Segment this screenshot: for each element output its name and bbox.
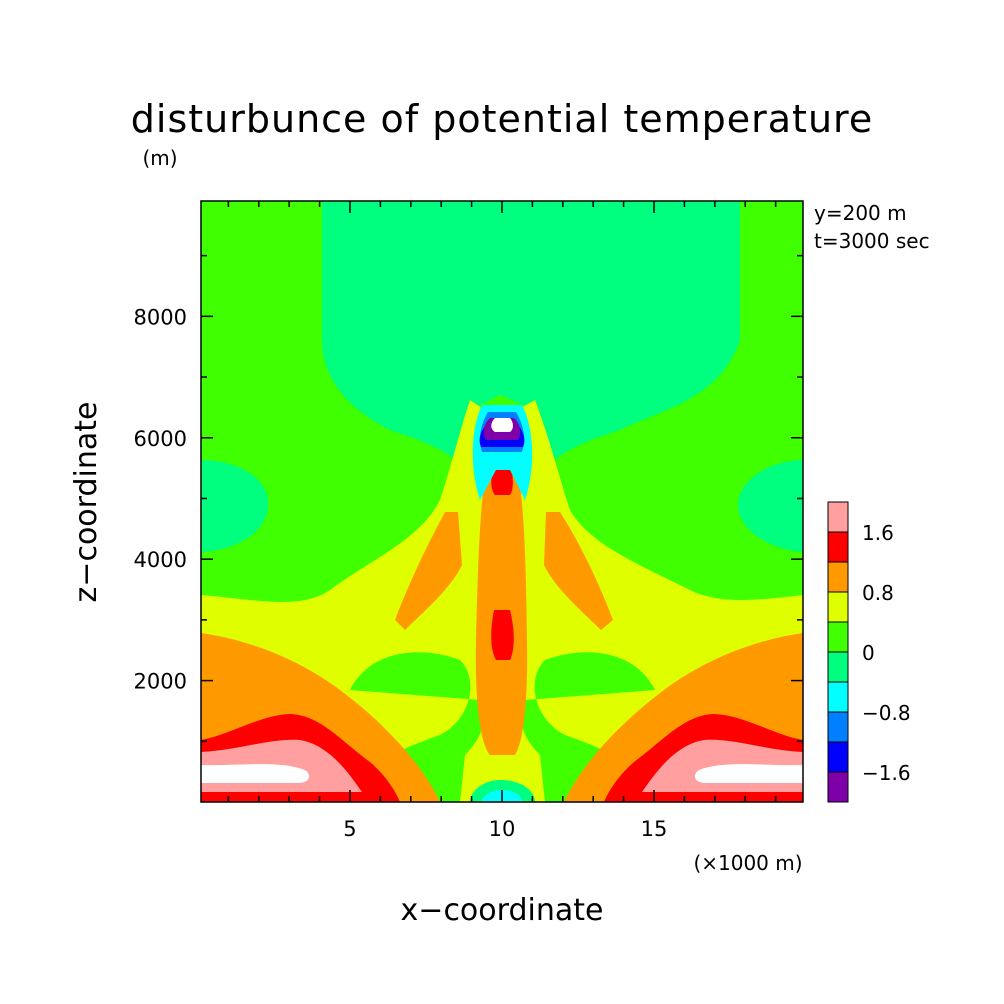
contour-surface-max-right	[694, 764, 803, 783]
contour-red-core-lower	[491, 610, 514, 660]
chart-title: disturbunce of potential temperature	[131, 97, 873, 141]
annotation-y: y=200 m	[814, 201, 907, 225]
colorbar-swatch	[827, 741, 849, 773]
x-tick-label: 15	[641, 817, 668, 841]
colorbar-swatch	[827, 591, 849, 623]
contour-cap-white	[491, 418, 513, 432]
plot-area	[200, 200, 804, 803]
y-tick-label: 6000	[134, 427, 187, 451]
contour-right-cell	[738, 460, 803, 552]
y-tick-label: 2000	[134, 670, 187, 694]
contour-orange-column	[475, 455, 528, 755]
y-axis-title: z−coordinate	[69, 402, 104, 603]
x-axis-title: x−coordinate	[401, 893, 604, 928]
colorbar-tick-label: −1.6	[862, 761, 911, 785]
contour-surface-max-left	[201, 764, 310, 783]
y-tick-label: 8000	[134, 305, 187, 329]
y-tick-label: 4000	[134, 548, 187, 572]
contour-orange-arm-left	[395, 512, 462, 630]
colorbar	[827, 501, 849, 803]
colorbar-swatch	[827, 711, 849, 743]
colorbar-tick-label: 0	[862, 641, 875, 665]
colorbar-tick-label: 1.6	[862, 521, 894, 545]
y-unit-label: (m)	[142, 146, 177, 170]
colorbar-swatch	[827, 621, 849, 653]
x-tick-label: 5	[343, 817, 356, 841]
colorbar-tick-label: −0.8	[862, 701, 911, 725]
x-unit-label: (×1000 m)	[693, 851, 802, 875]
x-tick-label: 10	[489, 817, 516, 841]
contour-left-cell	[201, 460, 269, 552]
colorbar-swatch	[827, 651, 849, 683]
contour-upper-plume	[322, 201, 740, 470]
colorbar-swatch	[827, 531, 849, 563]
colorbar-swatch	[827, 561, 849, 593]
colorbar-swatch	[827, 681, 849, 713]
contour-orange-arm-right	[544, 512, 613, 630]
annotation-t: t=3000 sec	[814, 229, 930, 253]
contour-fill	[201, 201, 803, 802]
colorbar-labels: −1.6 −0.8 0 0.8 1.6	[862, 521, 911, 785]
colorbar-tick-label: 0.8	[862, 581, 894, 605]
colorbar-swatch	[827, 771, 849, 803]
colorbar-swatch	[827, 501, 849, 533]
tick-marks	[201, 201, 803, 802]
tick-labels: 5 10 15 2000 4000 6000 8000	[134, 305, 668, 841]
